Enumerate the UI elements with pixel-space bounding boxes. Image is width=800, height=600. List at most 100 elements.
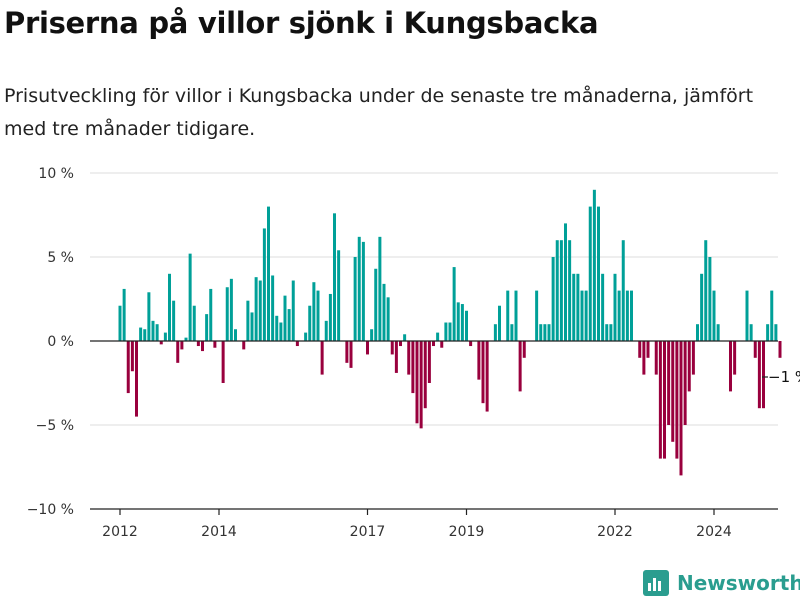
newsworthy-logo-icon: [643, 570, 669, 596]
data-bar: [163, 332, 167, 341]
data-bar: [555, 240, 559, 341]
data-bar: [374, 268, 378, 341]
data-bar: [584, 290, 588, 341]
data-bar: [436, 332, 440, 341]
data-bar: [155, 324, 159, 341]
data-bar: [588, 206, 592, 341]
chart-subtitle: Prisutveckling för villor i Kungsbacka u…: [4, 85, 754, 140]
data-bar: [625, 290, 629, 341]
data-bar: [328, 293, 332, 341]
data-bar: [209, 288, 213, 341]
data-bar: [605, 324, 609, 341]
data-bar: [349, 341, 353, 368]
data-bar: [539, 324, 543, 341]
data-bar: [696, 324, 699, 341]
data-bar: [766, 324, 770, 341]
data-bar: [403, 334, 407, 341]
data-bar: [419, 341, 423, 429]
data-bar: [151, 320, 155, 341]
data-bar: [357, 236, 361, 341]
data-bar: [386, 297, 390, 341]
data-bar: [415, 341, 419, 424]
data-bar: [378, 236, 382, 341]
x-tick-label: 2017: [350, 524, 386, 540]
data-bar: [275, 315, 279, 341]
data-bar: [460, 304, 464, 341]
data-bar: [423, 341, 427, 409]
y-tick-label: 0 %: [47, 334, 74, 350]
data-bar: [221, 341, 225, 383]
data-bar: [485, 341, 489, 412]
data-bar: [147, 292, 151, 341]
data-bar: [638, 341, 642, 358]
data-bar: [444, 322, 448, 341]
data-bar: [456, 302, 460, 341]
data-bar: [642, 341, 646, 375]
data-bar: [407, 341, 411, 375]
data-bar: [749, 324, 753, 341]
data-bar: [324, 320, 328, 341]
data-bar: [168, 273, 171, 341]
x-tick-label: 2024: [696, 524, 732, 540]
data-bar: [687, 341, 691, 392]
data-bar: [143, 329, 147, 341]
data-bar: [394, 341, 398, 373]
x-tick-label: 2012: [102, 524, 138, 540]
data-bar: [745, 290, 749, 341]
data-bar: [733, 341, 737, 375]
data-bar: [609, 324, 613, 341]
data-bar: [704, 240, 708, 341]
data-bar: [708, 257, 712, 341]
x-tick-label: 2019: [449, 524, 485, 540]
data-bar: [135, 341, 138, 417]
data-bar: [667, 341, 671, 425]
bars: [118, 189, 782, 476]
data-bar: [337, 250, 341, 341]
data-bar: [646, 341, 650, 358]
data-bar: [126, 341, 130, 394]
data-bar: [543, 324, 547, 341]
data-bar: [559, 240, 563, 341]
data-bar: [130, 341, 134, 372]
data-bar: [345, 341, 349, 363]
data-bar: [683, 341, 687, 425]
data-bar: [159, 341, 163, 345]
data-bar: [246, 300, 250, 341]
data-bar: [333, 213, 336, 341]
data-bar: [580, 290, 584, 341]
data-bar: [518, 341, 522, 392]
data-bar: [399, 341, 402, 347]
data-bar: [671, 341, 675, 442]
data-bar: [258, 280, 262, 341]
brand: Newsworthy: [643, 568, 800, 598]
data-bar: [196, 341, 200, 347]
data-bar: [514, 290, 518, 341]
data-bar: [716, 324, 720, 341]
data-bar: [432, 341, 435, 347]
data-bar: [440, 341, 444, 348]
data-bar: [427, 341, 431, 383]
data-bar: [304, 332, 308, 341]
data-bar: [654, 341, 658, 375]
data-bar: [601, 273, 605, 341]
data-bar: [122, 288, 126, 341]
data-bar: [564, 223, 567, 341]
data-bar: [778, 341, 782, 358]
data-bar: [188, 253, 192, 341]
brand-name: Newsworthy: [677, 571, 800, 595]
data-bar: [254, 277, 258, 341]
data-bar: [700, 273, 704, 341]
data-bar: [663, 341, 666, 459]
data-bar: [262, 228, 266, 341]
data-bar: [291, 280, 295, 341]
x-tick-label: 2014: [201, 524, 237, 540]
data-bar: [572, 273, 576, 341]
data-bar: [366, 341, 369, 355]
data-bar: [308, 305, 312, 341]
data-bar: [729, 341, 732, 392]
data-bar: [551, 257, 555, 341]
data-bar: [630, 290, 633, 341]
data-bar: [250, 312, 254, 341]
data-bar: [205, 314, 209, 341]
data-bar: [613, 273, 617, 341]
